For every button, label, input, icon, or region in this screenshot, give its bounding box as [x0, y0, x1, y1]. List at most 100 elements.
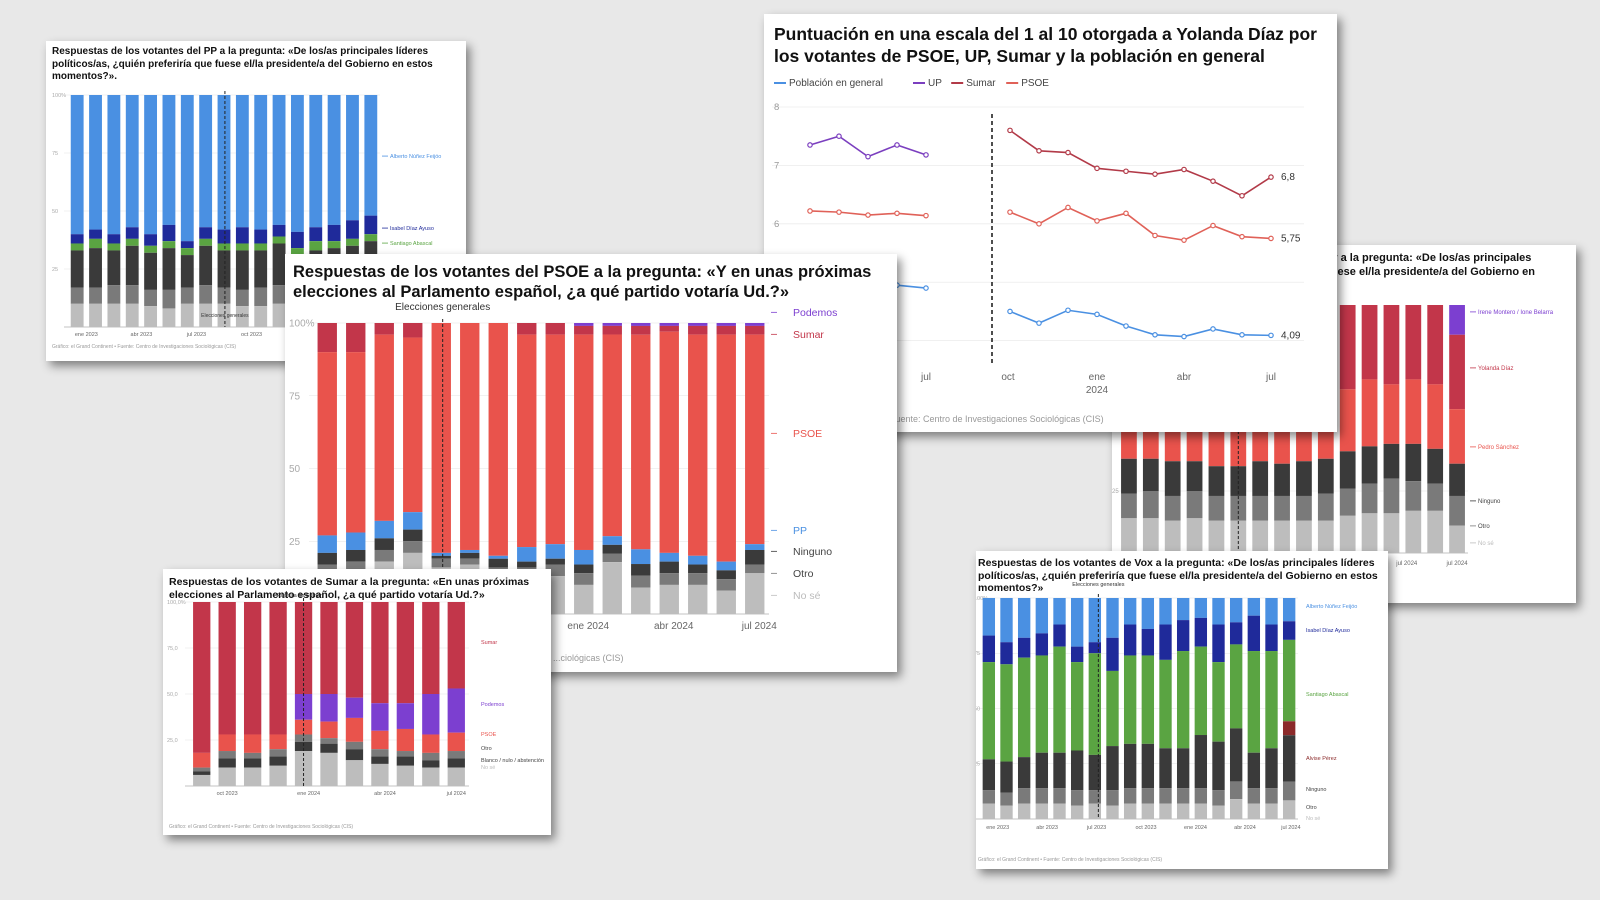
legend-label-podemos: Podemos [793, 307, 837, 319]
bar-segment-sumar [716, 325, 736, 335]
bar-segment-ninguno [125, 245, 139, 286]
bar-segment-otro [180, 287, 194, 304]
legend-label-pedro-s-nchez: Pedro Sánchez [1478, 445, 1519, 451]
y-tick-label: 50 [52, 209, 58, 215]
bar-segment-santiago-abascal [1053, 646, 1066, 753]
legend-label-psoe: PSOE [793, 428, 822, 440]
legend-label-blanco-nulo-abstenci-n: Blanco / nulo / abstención [481, 758, 544, 764]
legend-label-otro: Otro [1306, 805, 1317, 811]
bar-segment-ninguno [1265, 748, 1278, 789]
x-tick-label: oct 2023 [1136, 825, 1157, 831]
bar-segment-isabel-d-az-ayuso [199, 227, 213, 239]
bar-segment-no-s- [272, 303, 286, 327]
bar-segment-psoe [317, 352, 337, 536]
bar-segment-ninguno [1252, 461, 1269, 496]
bar-segment-no-s- [745, 573, 765, 614]
bar-segment-alberto-n-ez-feij-o [125, 95, 139, 228]
bar-segment-podemos [659, 323, 679, 326]
bar-segment-otro [70, 287, 84, 304]
bar-segment-psoe [659, 331, 679, 553]
bar-segment-santiago-abascal [199, 238, 213, 246]
bar-segment-otro [346, 561, 366, 571]
bar-segment-alberto-n-ez-feij-o [364, 95, 378, 216]
y-tick-label: 25,0 [167, 738, 178, 744]
x-tick-label: ene 2024 [1184, 825, 1207, 831]
y-tick-label: 100,0% [167, 600, 186, 606]
series-line-sumar [1009, 129, 1272, 197]
bar-segment-alberto-n-ez-feij-o [70, 95, 84, 235]
data-point [1152, 232, 1158, 239]
bar-segment-sumar [396, 602, 415, 704]
bar-segment-otro [1212, 790, 1225, 806]
y-tick-label: 50,0 [167, 692, 178, 698]
bar-segment-santiago-abascal [1141, 655, 1155, 744]
bar-segment-ninguno [745, 549, 765, 565]
bar-segment-no-s- [1070, 805, 1084, 819]
bar-segment-otro [320, 738, 338, 744]
y-tick-label: 100% [52, 93, 66, 99]
data-point [1210, 178, 1216, 184]
bar-segment-yolanda-d-az [1339, 305, 1356, 390]
data-point [1239, 233, 1245, 240]
x-tick-label: jul 2024 [1280, 825, 1300, 831]
data-point [1123, 323, 1129, 329]
y-tick-label: 6 [774, 219, 779, 230]
bar-segment-no-s- [107, 303, 121, 327]
bar-segment-blanco-nulo-abstenci-n [218, 758, 236, 768]
legend-label-alberto-n-ez-feij-o: Alberto Núñez Feijóo [390, 154, 441, 160]
bar-segment-no-s- [1053, 803, 1066, 819]
data-point [1181, 333, 1187, 340]
chart-source: ...uente: Centro de Investigaciones Soci… [888, 414, 1104, 424]
bar-segment-santiago-abascal [217, 243, 231, 251]
x-tick-label: abr 2024 [374, 791, 396, 797]
bar-segment-podemos [688, 323, 708, 326]
bar-segment-ninguno [1176, 748, 1190, 789]
bar-segment-otro [272, 285, 286, 304]
bar-segment-alberto-n-ez-feij-o [1017, 598, 1031, 638]
bar-segment-isabel-d-az-ayuso [1229, 622, 1243, 645]
bar-segment-no-s- [1208, 520, 1225, 553]
bar-segment-ninguno [180, 255, 194, 288]
data-point [894, 142, 900, 148]
bar-segment-psoe [460, 323, 480, 550]
bar-segment-yolanda-d-az [1361, 305, 1378, 380]
bar-segment-psoe [374, 334, 394, 521]
bar-segment-otro [545, 564, 565, 577]
bar-segment-otro [317, 564, 337, 574]
bar-segment-santiago-abascal [107, 243, 121, 251]
bar-segment-sumar [688, 325, 708, 335]
bar-segment-no-s- [1449, 525, 1465, 553]
bar-segment-alberto-n-ez-feij-o [1053, 598, 1066, 625]
bar-segment-alberto-n-ez-feij-o [1247, 598, 1261, 616]
bar-segment-isabel-d-az-ayuso [1282, 621, 1296, 640]
data-point [1210, 326, 1216, 332]
bar-segment-santiago-abascal [1035, 655, 1049, 753]
bar-segment-alberto-n-ez-feij-o [254, 95, 268, 230]
bar-segment-otro [1164, 495, 1181, 521]
legend-label-sumar: Sumar [481, 640, 497, 646]
bar-segment-psoe [545, 334, 565, 545]
bar-segment-otro [460, 558, 480, 565]
bar-segment-no-s- [1186, 518, 1203, 553]
bar-segment-psoe [488, 323, 508, 556]
bar-segment-santiago-abascal [1123, 655, 1137, 744]
bar-segment-no-s- [70, 303, 84, 327]
legend-label-sumar: Sumar [793, 329, 824, 341]
bar-segment-isabel-d-az-ayuso [180, 241, 194, 249]
bar-segment-sumar [602, 325, 622, 335]
data-point [865, 153, 871, 160]
data-point [1065, 307, 1071, 314]
bar-segment-ninguno [346, 549, 366, 562]
bar-segment-alberto-n-ez-feij-o [199, 95, 213, 228]
bar-segment-ninguno [144, 252, 158, 290]
bar-segment-ninguno [460, 552, 480, 559]
bar-segment-psoe [688, 334, 708, 556]
bar-segment-no-s- [716, 590, 736, 614]
bar-segment-blanco-nulo-abstenci-n [269, 756, 287, 766]
bar-segment-santiago-abascal [1176, 651, 1190, 749]
bar-segment-sumar [545, 323, 565, 335]
data-point [1094, 218, 1100, 224]
legend-label-yolanda-d-az: Yolanda Díaz [1478, 366, 1513, 372]
bar-segment-alberto-n-ez-feij-o [346, 95, 359, 221]
bar-segment-ninguno [602, 544, 622, 554]
